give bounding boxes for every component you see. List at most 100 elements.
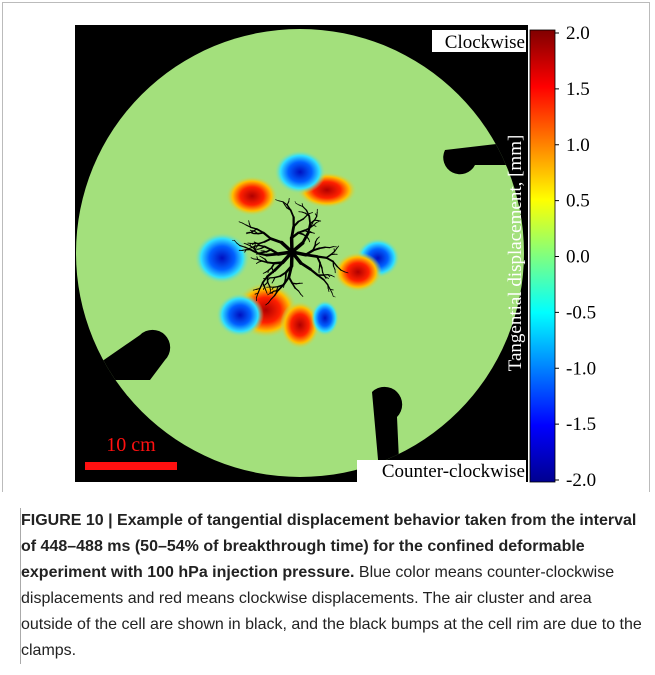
air-cluster [313,215,318,221]
air-cluster [344,271,349,274]
air-cluster [312,222,317,226]
air-cluster [248,220,250,225]
air-cluster [251,242,256,246]
air-cluster [262,271,267,274]
air-cluster [272,269,275,274]
air-cluster [284,276,287,283]
air-cluster [325,256,335,263]
air-cluster [282,201,285,206]
air-cluster [272,276,276,282]
air-cluster [269,248,280,256]
air-cluster [233,239,237,244]
air-cluster [315,255,328,259]
air-cluster [262,286,266,290]
air-cluster [307,222,312,235]
air-cluster [244,249,247,253]
air-cluster [266,261,276,265]
air-cluster [311,222,314,226]
air-cluster [290,241,305,254]
air-cluster [255,245,258,249]
air-cluster [302,206,308,211]
bottom-label: Counter-clockwise [382,461,525,482]
air-cluster [262,250,268,253]
air-cluster [264,258,269,264]
air-cluster [297,218,305,223]
air-cluster [253,245,256,250]
air-cluster [329,288,334,291]
air-cluster [252,288,257,291]
air-cluster [241,249,247,251]
air-cluster [254,292,259,295]
air-cluster [309,219,316,225]
air-cluster [282,201,288,206]
air-cluster [261,275,269,284]
air-cluster [284,264,293,274]
air-cluster [315,238,318,243]
air-cluster [321,267,324,274]
tick-label: 0.5 [566,191,590,212]
air-cluster [304,212,310,217]
air-cluster [304,249,315,257]
air-cluster [271,286,274,291]
air-cluster [294,287,300,292]
air-cluster [265,290,268,294]
air-cluster [262,284,266,287]
cell [76,29,524,477]
scale-bar [85,462,177,470]
air-cluster [256,252,268,257]
air-cluster [318,266,321,271]
air-cluster [283,284,285,288]
air-cluster [301,203,304,207]
air-cluster [318,246,326,250]
air-cluster [255,287,261,290]
caption-text: Blue color means counter-clockwise displ… [21,564,642,659]
air-cluster [249,229,254,232]
air-cluster [265,302,269,306]
tick-label: 1.0 [566,135,590,156]
air-cluster [275,199,280,202]
air-cluster [313,224,317,227]
air-cluster [256,252,260,255]
air-cluster [336,245,340,249]
tick-label: -1.0 [566,358,596,379]
air-cluster [250,257,255,260]
tick-label: 1.5 [566,79,590,100]
air-cluster [260,245,266,250]
air-cluster [270,262,276,269]
air-cluster [317,242,320,245]
air-cluster [298,290,302,295]
air-cluster [243,242,248,245]
air-cluster [276,250,294,256]
air-cluster [287,276,294,285]
air-cluster [336,265,342,271]
air-cluster [329,288,333,294]
air-cluster [256,292,259,298]
air-cluster [269,285,271,291]
air-cluster [245,232,250,235]
air-cluster [299,261,312,271]
air-cluster [301,211,306,214]
air-cluster [247,247,252,250]
air-cluster [284,204,288,209]
air-cluster [254,231,259,235]
air-cluster [271,266,274,271]
figure: Clockwise Clockwise Counter-clockwise 10… [75,23,596,491]
scale-bar-label: 10 cm [106,434,156,456]
air-cluster [263,237,272,243]
air-cluster [331,275,335,278]
air-cluster [254,244,260,247]
air-cluster [314,243,319,247]
air-cluster [308,215,312,225]
air-cluster [248,223,252,228]
air-cluster [255,228,265,234]
colorbar [529,29,556,483]
air-cluster [289,209,295,219]
air-cluster [258,260,263,263]
air-cluster [268,298,272,304]
air-cluster [294,201,297,204]
air-cluster [267,277,271,281]
air-cluster [325,276,329,279]
air-cluster [279,271,288,278]
air-cluster [323,279,329,286]
